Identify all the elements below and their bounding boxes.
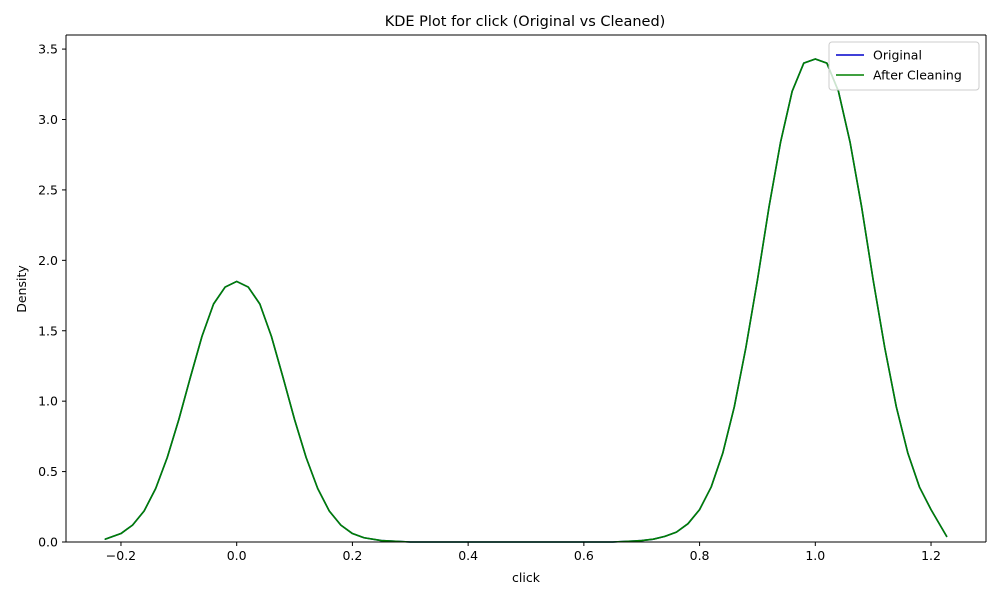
y-tick-label: 3.0 [38,112,58,127]
x-tick-label: 0.8 [690,548,710,563]
y-tick-label: 1.5 [38,323,58,338]
x-tick-label: −0.2 [106,548,136,563]
x-tick-label: 0.6 [574,548,594,563]
y-tick-label: 2.0 [38,253,58,268]
legend-label-after-cleaning: After Cleaning [873,68,962,83]
x-tick-label: 0.0 [227,548,247,563]
legend-box [828,41,980,91]
y-tick-label: 1.0 [38,394,58,409]
chart-title: KDE Plot for click (Original vs Cleaned) [385,14,666,30]
y-axis-label: Density [14,265,29,313]
legend-label-original: Original [873,48,922,63]
x-tick-label: 1.0 [805,548,825,563]
x-tick-label: 0.2 [342,548,362,563]
y-tick-label: 0.5 [38,464,58,479]
x-tick-label: 0.4 [458,548,478,563]
y-tick-label: 2.5 [38,182,58,197]
x-axis-label: click [512,570,541,585]
y-axis-ticks: 0.0 0.5 1.0 1.5 2.0 2.5 3.0 3.5 [38,42,66,550]
plot-background [66,35,986,542]
legend: Original After Cleaning [828,41,980,91]
x-tick-label: 1.2 [921,548,941,563]
y-tick-label: 0.0 [38,535,58,550]
y-tick-label: 3.5 [38,42,58,57]
plot-area: −0.2 0.0 0.2 0.4 0.6 0.8 1.0 1.2 0.0 0.5 1.0 1.5 2.… [38,34,987,563]
x-axis-ticks: −0.2 0.0 0.2 0.4 0.6 0.8 1.0 1.2 [106,542,941,563]
